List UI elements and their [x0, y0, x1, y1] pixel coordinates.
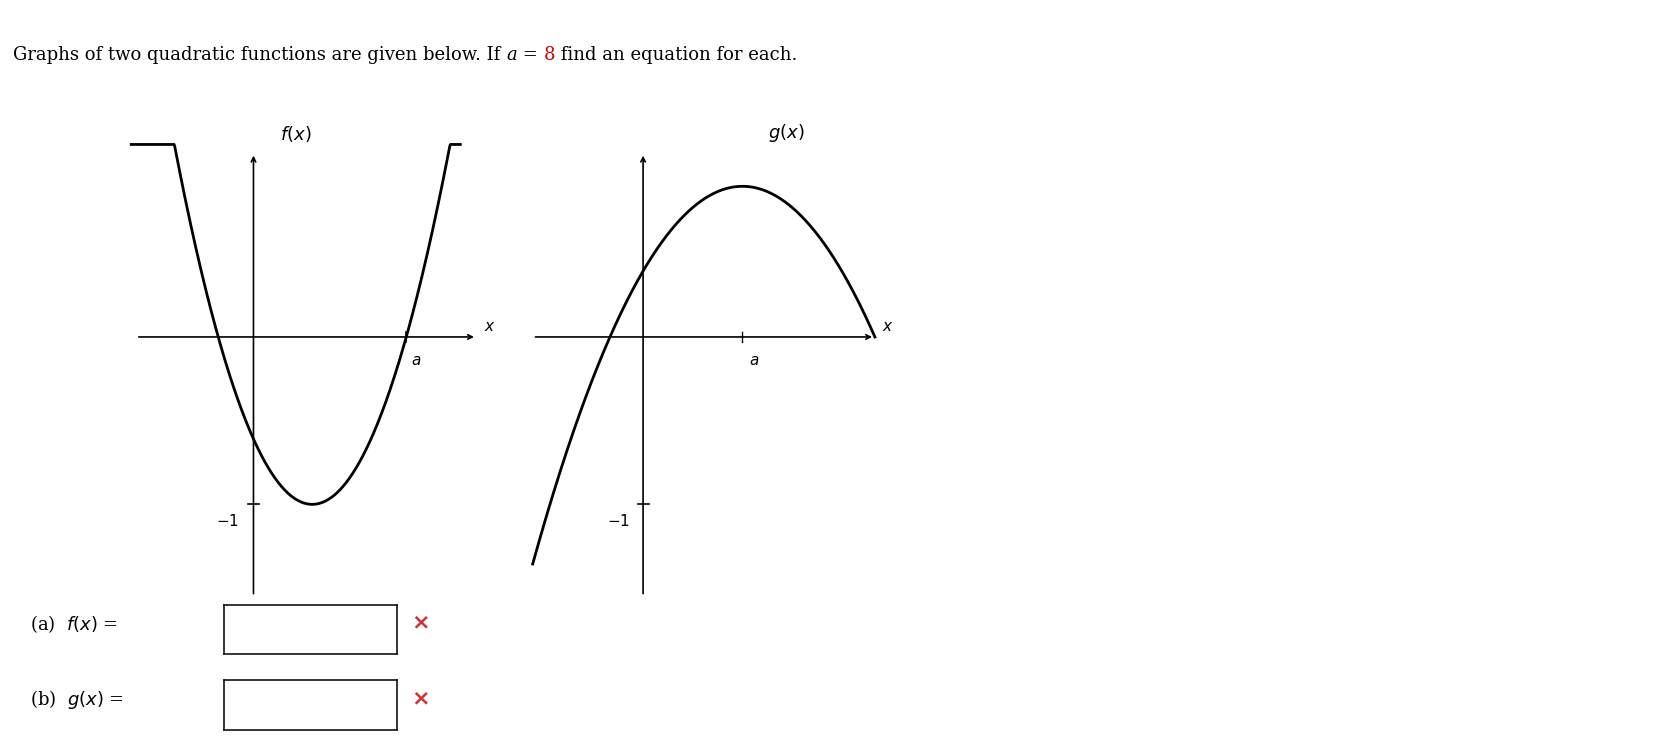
- Text: $x$: $x$: [880, 320, 892, 334]
- Text: $g(x)$: $g(x)$: [768, 122, 804, 144]
- Text: $\mathbf{\times}$: $\mathbf{\times}$: [410, 614, 429, 634]
- Text: $a$: $a$: [748, 354, 760, 367]
- Text: $f(x)$: $f(x)$: [280, 125, 311, 144]
- Text: $x$: $x$: [483, 320, 495, 334]
- Text: $-1$: $-1$: [606, 513, 629, 528]
- Text: 8: 8: [543, 45, 554, 64]
- Text: $\mathbf{\times}$: $\mathbf{\times}$: [410, 689, 429, 709]
- Text: (b)  $g(x)$ =: (b) $g(x)$ =: [30, 688, 124, 711]
- Text: $a$: $a$: [410, 354, 420, 367]
- Text: Graphs of two quadratic functions are given below. If: Graphs of two quadratic functions are gi…: [13, 45, 506, 64]
- Text: (a)  $f(x)$ =: (a) $f(x)$ =: [30, 613, 118, 634]
- Text: a: a: [506, 45, 516, 64]
- Text: =: =: [516, 45, 543, 64]
- Text: find an equation for each.: find an equation for each.: [554, 45, 798, 64]
- Text: $-1$: $-1$: [217, 513, 240, 528]
